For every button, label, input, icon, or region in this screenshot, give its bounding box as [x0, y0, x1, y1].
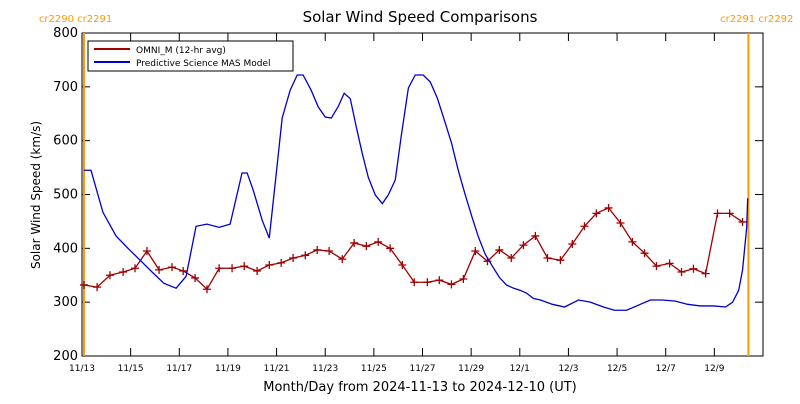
- x-tick-label: 11/21: [264, 364, 290, 374]
- point-marker: [677, 268, 686, 277]
- point-marker: [253, 266, 262, 275]
- point-marker: [471, 247, 480, 256]
- x-axis-label: Month/Day from 2024-11-13 to 2024-12-10 …: [263, 380, 576, 395]
- point-marker: [119, 268, 128, 277]
- x-tick-label: 11/19: [215, 364, 241, 374]
- plot-frame: [81, 32, 764, 357]
- y-tick-label: 600: [53, 134, 78, 149]
- point-marker: [155, 265, 164, 274]
- series-line: [83, 74, 749, 311]
- x-tick-label: 11/17: [166, 364, 192, 374]
- point-marker: [93, 283, 102, 292]
- point-marker: [167, 263, 176, 272]
- point-marker: [543, 254, 552, 263]
- point-marker: [386, 244, 395, 253]
- point-marker: [325, 247, 334, 256]
- point-marker: [410, 278, 419, 287]
- point-marker: [713, 209, 722, 218]
- boundary-label: cr2291 cr2292: [720, 14, 793, 25]
- point-marker: [652, 262, 661, 271]
- x-tick-label: 11/29: [458, 364, 484, 374]
- y-tick-label: 200: [53, 349, 78, 364]
- point-marker: [374, 237, 383, 246]
- y-tick-label: 300: [53, 295, 78, 310]
- point-marker: [350, 238, 359, 247]
- x-tick-label: 11/25: [361, 364, 387, 374]
- point-marker: [265, 261, 274, 270]
- point-marker: [568, 240, 577, 249]
- legend-label: Predictive Science MAS Model: [136, 59, 271, 69]
- point-marker: [289, 254, 298, 263]
- point-marker: [640, 249, 649, 258]
- point-marker: [240, 262, 249, 271]
- y-tick-label: 700: [53, 80, 78, 95]
- point-marker: [665, 259, 674, 268]
- point-marker: [580, 222, 589, 231]
- point-marker: [398, 261, 407, 270]
- legend-label: OMNI_M (12-hr avg): [136, 46, 226, 56]
- y-tick-label: 800: [53, 26, 78, 41]
- point-marker: [459, 275, 468, 284]
- point-marker: [362, 242, 371, 251]
- point-marker: [592, 209, 601, 218]
- point-marker: [628, 237, 637, 246]
- point-marker: [228, 264, 237, 273]
- point-marker: [495, 245, 504, 254]
- legend: OMNI_M (12-hr avg) Predictive Science MAS…: [87, 40, 294, 72]
- point-marker: [131, 264, 140, 273]
- point-marker: [435, 276, 444, 285]
- x-tick-label: 12/9: [704, 364, 724, 374]
- point-marker: [507, 254, 516, 263]
- point-marker: [738, 217, 747, 226]
- point-marker: [689, 264, 698, 273]
- x-tick-label: 11/13: [69, 364, 95, 374]
- point-marker: [142, 247, 151, 256]
- point-marker: [338, 255, 347, 264]
- point-marker: [105, 271, 114, 280]
- x-tick-label: 11/15: [118, 364, 144, 374]
- point-marker: [604, 203, 613, 212]
- point-marker: [531, 231, 540, 240]
- x-tick-label: 11/23: [312, 364, 338, 374]
- boundary-label: cr2290 cr2291: [39, 14, 112, 25]
- point-marker: [301, 251, 310, 260]
- point-marker: [215, 264, 224, 273]
- point-marker: [313, 245, 322, 254]
- point-marker: [556, 256, 565, 265]
- x-tick-label: 12/7: [656, 364, 676, 374]
- legend-box: [87, 40, 294, 72]
- x-tick-label: 12/3: [558, 364, 578, 374]
- point-marker: [179, 266, 188, 275]
- x-tick-label: 12/5: [607, 364, 627, 374]
- chart-title: Solar Wind Speed Comparisons: [303, 8, 538, 26]
- y-tick-label: 400: [53, 241, 78, 256]
- point-marker: [203, 285, 212, 294]
- point-marker: [447, 280, 456, 289]
- y-tick-label: 500: [53, 188, 78, 203]
- point-marker: [701, 269, 710, 278]
- point-marker: [79, 280, 88, 289]
- point-marker: [725, 209, 734, 218]
- point-marker: [191, 273, 200, 282]
- x-tick-label: 11/27: [410, 364, 436, 374]
- point-marker: [519, 241, 528, 250]
- point-marker: [616, 219, 625, 228]
- point-marker: [423, 278, 432, 287]
- x-tick-label: 12/1: [510, 364, 530, 374]
- y-axis-label: Solar Wind Speed (km/s): [29, 121, 43, 269]
- point-marker: [277, 258, 286, 267]
